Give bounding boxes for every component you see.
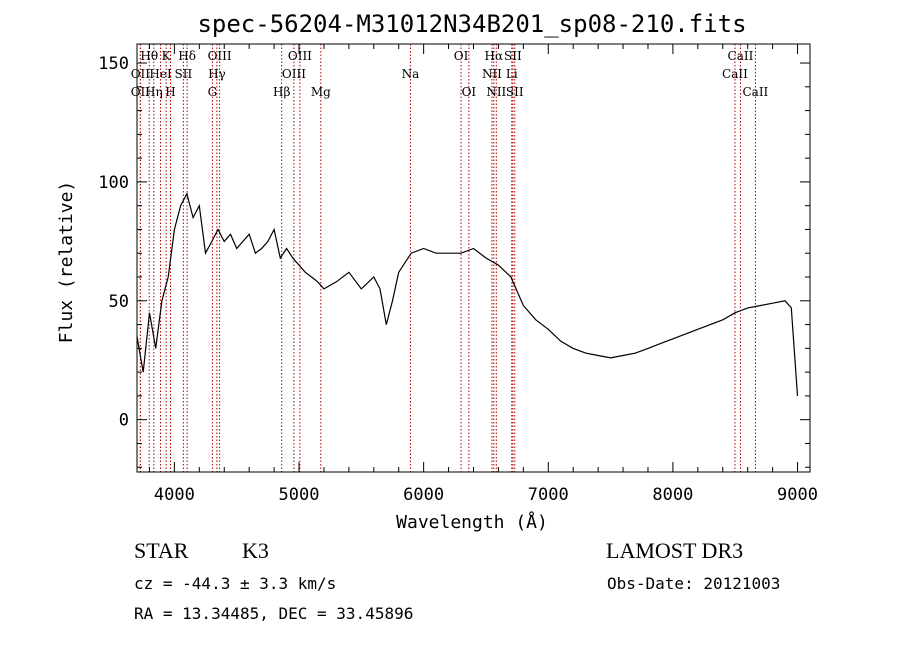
spectral-line-label: CaII: [742, 85, 768, 99]
redshift-info: cz = -44.3 ± 3.3 km/s: [134, 574, 337, 593]
coordinates: RA = 13.34485, DEC = 33.45896: [134, 604, 414, 623]
spectral-line-label: OI: [462, 85, 477, 99]
x-tick-label: 4000: [154, 485, 195, 505]
spectral-line-label: G: [208, 85, 218, 99]
spectral-line-label: OIII: [208, 49, 232, 63]
y-tick-label: 100: [98, 173, 129, 193]
spectral-line-label: SII: [175, 67, 193, 81]
survey-name: LAMOST DR3: [606, 538, 744, 563]
spectral-line-label: Hα: [485, 49, 504, 63]
spectral-line-label: Na: [402, 67, 420, 81]
spectral-line-label: Li: [506, 67, 518, 81]
y-axis-label: Flux (relative): [56, 181, 77, 344]
spectral-line-label: OII: [131, 67, 151, 81]
spectral-line-label: CaII: [728, 49, 754, 63]
spectral-line-label: H: [165, 85, 175, 99]
spectral-line-label: Mg: [311, 85, 331, 99]
y-tick-label: 0: [119, 411, 129, 431]
spectral-line-label: Hθ: [140, 49, 158, 63]
x-axis-label: Wavelength (Å): [396, 511, 548, 533]
spectral-line-label: OII: [131, 85, 151, 99]
spectral-line-label: NII: [482, 67, 502, 81]
spectral-line-label: CaII: [722, 67, 748, 81]
x-tick-label: 7000: [528, 485, 569, 505]
spectral-line-label: SII: [506, 85, 524, 99]
x-tick-label: 9000: [777, 485, 818, 505]
spectral-line-label: Hη: [145, 85, 163, 99]
y-tick-label: 150: [98, 54, 129, 74]
spectral-line-label: SII: [504, 49, 522, 63]
object-subclass: K3: [242, 538, 269, 563]
spectral-line-label: HeI: [149, 67, 172, 81]
y-tick-label: 50: [109, 292, 129, 312]
obs-date: Obs-Date: 20121003: [607, 574, 781, 593]
spectrum-line: [136, 192, 799, 396]
spectral-line-label: OIII: [282, 67, 306, 81]
x-tick-label: 5000: [279, 485, 320, 505]
x-tick-label: 6000: [403, 485, 444, 505]
chart-title: spec-56204-M31012N34B201_sp08-210.fits: [197, 10, 746, 38]
x-tick-label: 8000: [652, 485, 693, 505]
plot-frame: [136, 43, 811, 473]
spectral-line-label: K: [162, 49, 172, 63]
spectral-line-label: Hδ: [178, 49, 196, 63]
spectral-line-label: OIII: [288, 49, 312, 63]
spectral-line-label: OI: [454, 49, 469, 63]
object-class: STAR: [134, 538, 189, 563]
spectral-line-label: Hβ: [273, 85, 290, 99]
spectral-line-label: Hγ: [208, 67, 226, 81]
spectral-line-label: NII: [486, 85, 506, 99]
